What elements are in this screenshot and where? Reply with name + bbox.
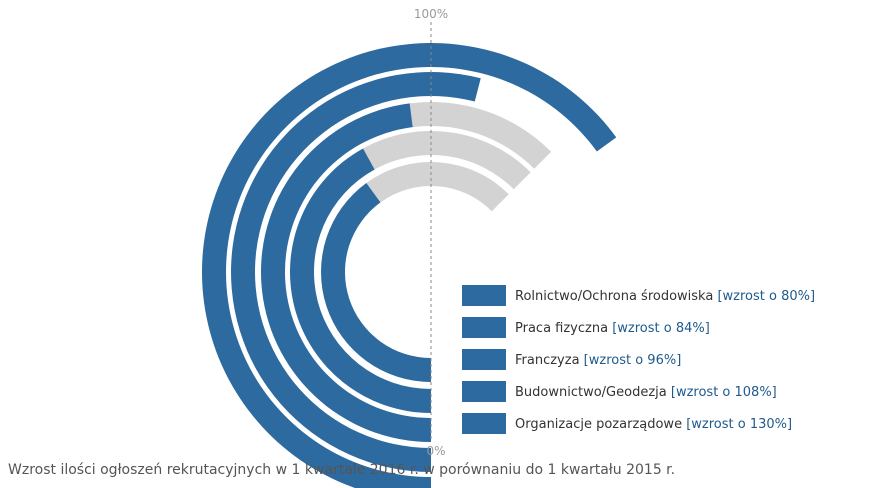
legend-swatch xyxy=(462,381,506,402)
legend-item: Rolnictwo/Ochrona środowiska [wzrost o 8… xyxy=(462,285,815,306)
legend-item: Budownictwo/Geodezja [wzrost o 108%] xyxy=(462,381,777,402)
legend-growth-tag: [wzrost o 96%] xyxy=(584,353,682,368)
legend-item: Organizacje pozarządowe [wzrost o 130%] xyxy=(462,413,792,434)
track-arc-1 xyxy=(366,162,509,212)
legend-label: Budownictwo/Geodezja [wzrost o 108%] xyxy=(515,385,777,400)
legend-series-name: Franczyza xyxy=(515,353,584,368)
bar-arc-2 xyxy=(289,148,431,413)
legend-growth-tag: [wzrost o 84%] xyxy=(612,321,710,336)
legend-growth-tag: [wzrost o 130%] xyxy=(686,417,792,432)
legend-series-name: Organizacje pozarządowe xyxy=(515,417,686,432)
track-arc-2 xyxy=(363,131,531,190)
legend-swatch xyxy=(462,413,506,434)
legend-label: Organizacje pozarządowe [wzrost o 130%] xyxy=(515,417,792,432)
legend-swatch xyxy=(462,285,506,306)
legend-growth-tag: [wzrost o 108%] xyxy=(671,385,777,400)
legend-swatch xyxy=(462,317,506,338)
scale-label-top: 100% xyxy=(414,7,448,21)
legend-item: Franczyza [wzrost o 96%] xyxy=(462,349,681,370)
chart-legend: Rolnictwo/Ochrona środowiska [wzrost o 8… xyxy=(462,285,815,434)
legend-series-name: Rolnictwo/Ochrona środowiska xyxy=(515,289,717,304)
scale-label-bottom: 0% xyxy=(426,444,445,458)
chart-tracks xyxy=(363,101,552,212)
legend-swatch xyxy=(462,349,506,370)
track-arc-3 xyxy=(409,101,552,169)
legend-item: Praca fizyczna [wzrost o 84%] xyxy=(462,317,710,338)
legend-label: Praca fizyczna [wzrost o 84%] xyxy=(515,321,710,336)
bar-arc-1 xyxy=(320,183,431,382)
chart-caption: Wzrost ilości ogłoszeń rekrutacyjnych w … xyxy=(8,462,676,478)
legend-label: Franczyza [wzrost o 96%] xyxy=(515,353,681,368)
legend-series-name: Praca fizyczna xyxy=(515,321,612,336)
legend-label: Rolnictwo/Ochrona środowiska [wzrost o 8… xyxy=(515,289,815,304)
legend-growth-tag: [wzrost o 80%] xyxy=(717,289,815,304)
bar-arc-3 xyxy=(260,103,431,442)
chart-bars xyxy=(202,43,617,488)
legend-series-name: Budownictwo/Geodezja xyxy=(515,385,671,400)
